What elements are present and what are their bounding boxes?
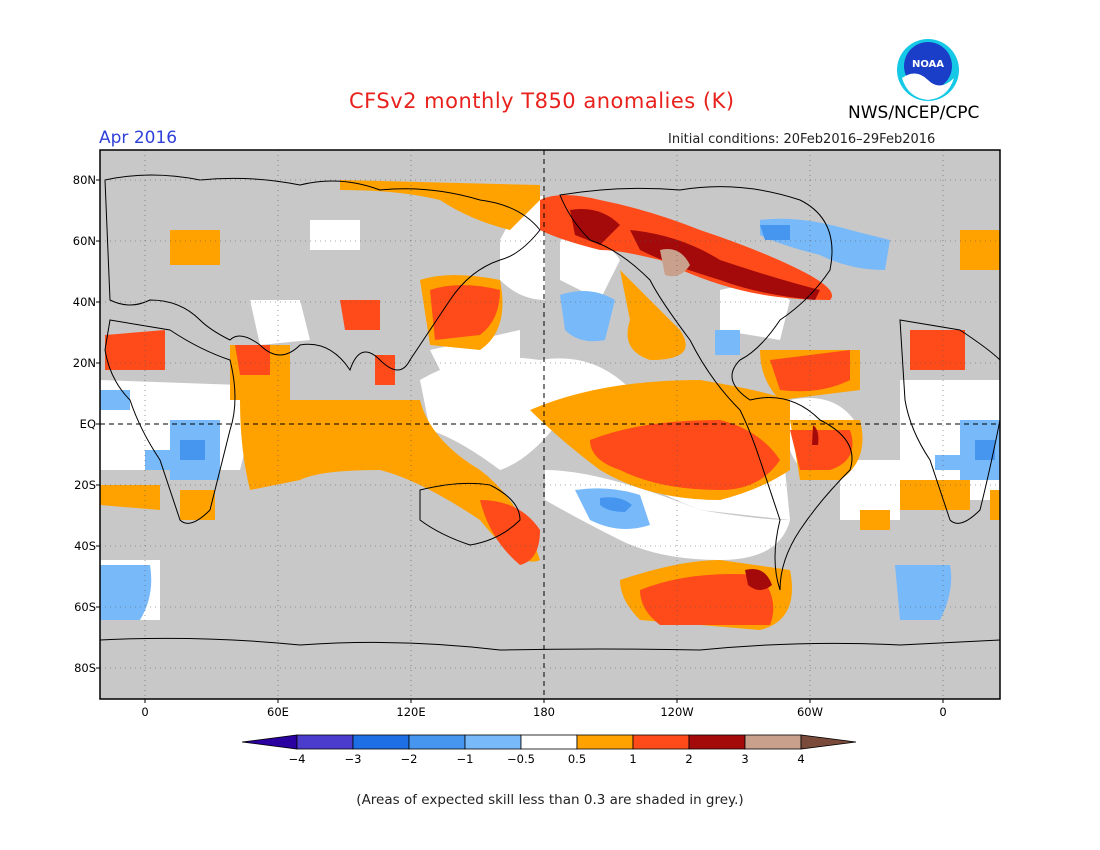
colorbar-tick-label: 0.5 [567, 752, 587, 766]
lat-label-80n: 80N [72, 173, 96, 187]
colorbar-box [520, 734, 578, 750]
coastlines [100, 174, 1000, 651]
lat-label-80s: 80S [74, 661, 96, 675]
footer-note: (Areas of expected skill less than 0.3 a… [356, 792, 744, 808]
colorbar-box [408, 734, 466, 750]
colorbar-arrow-high [800, 734, 857, 750]
colorbar-box [576, 734, 634, 750]
map-title: CFSv2 monthly T850 anomalies (K) [349, 89, 735, 113]
colorbar-tick-label: −1 [456, 752, 474, 766]
anomaly-neg-1-to-2 [180, 225, 995, 512]
lat-label-60n: 60N [72, 234, 96, 248]
lon-label-0-east: 0 [939, 705, 947, 719]
agency-label: NWS/NCEP/CPC [848, 103, 980, 123]
colorbar-box [352, 734, 410, 750]
colorbar-tick-label: 1 [629, 752, 637, 766]
colorbar-box [632, 734, 690, 750]
lat-label-60s: 60S [74, 600, 96, 614]
lat-label-eq: EQ [79, 417, 96, 431]
colorbar-segments [241, 734, 857, 750]
lat-label-40n: 40N [72, 295, 96, 309]
lat-label-40s: 40S [74, 539, 96, 553]
noaa-logo: NOAA [897, 39, 959, 101]
colorbar-tick-label: −4 [288, 752, 306, 766]
initial-conditions: Initial conditions: 20Feb2016–29Feb2016 [668, 132, 936, 147]
anomaly-3-to-4 [660, 249, 690, 277]
graticule [100, 150, 1000, 699]
colorbar-tick-label: 2 [685, 752, 693, 766]
colorbar-tick-label: −0.5 [507, 752, 535, 766]
colorbar-box [296, 734, 354, 750]
lon-label-120w: 120W [660, 705, 694, 719]
lon-label-60e: 60E [267, 705, 289, 719]
lon-label-0-west: 0 [141, 705, 149, 719]
lon-label-120e: 120E [396, 705, 426, 719]
colorbar-tick-label: −3 [344, 752, 362, 766]
anomaly-2-to-3 [570, 209, 820, 590]
lon-label-60w: 60W [796, 705, 823, 719]
axis-ticks [96, 179, 944, 703]
colorbar-tick-label: 3 [741, 752, 749, 766]
colorbar-tick-label: −2 [400, 752, 418, 766]
noaa-logo-text: NOAA [912, 59, 944, 70]
lon-label-180: 180 [533, 705, 555, 719]
reference-lines [100, 150, 1000, 699]
colorbar-box [688, 734, 746, 750]
lat-label-20n: 20N [72, 356, 96, 370]
colorbar-box [744, 734, 802, 750]
colorbar-box [464, 734, 522, 750]
lat-label-20s: 20S [74, 478, 96, 492]
colorbar-arrow-low [241, 734, 298, 750]
forecast-month: Apr 2016 [99, 128, 178, 148]
anomaly-neg-0-5-to-1 [100, 218, 1000, 620]
colorbar-tick-label: 4 [797, 752, 805, 766]
